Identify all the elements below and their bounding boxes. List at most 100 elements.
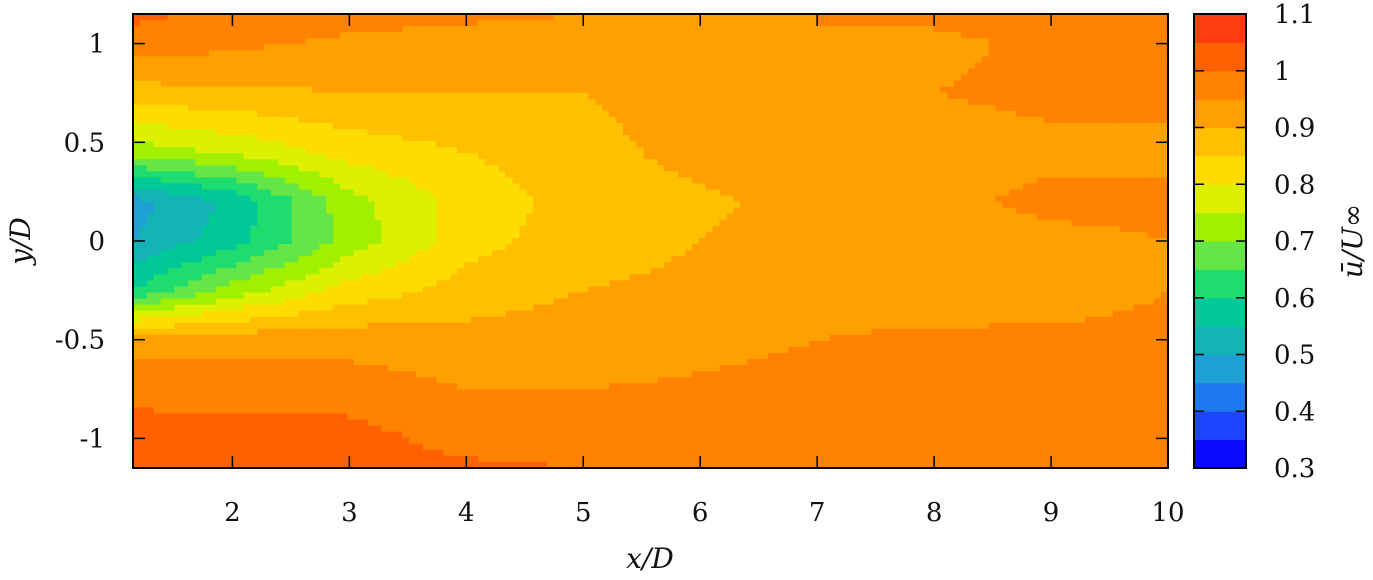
contour-cell [284, 237, 293, 245]
contour-cell [388, 177, 396, 185]
contour-cell [567, 201, 576, 209]
contour-cell [478, 250, 486, 257]
contour-cell [167, 86, 175, 94]
contour-cell [491, 322, 500, 330]
contour-cell [429, 298, 438, 306]
contour-cell [305, 92, 313, 100]
contour-cell [436, 195, 445, 203]
contour-cell [402, 50, 410, 57]
contour-cell [271, 153, 279, 160]
contour-cell [471, 377, 479, 384]
contour-cell [478, 304, 486, 312]
contour-cell [222, 225, 231, 233]
contour-cell [188, 377, 196, 384]
contour-cell [133, 244, 141, 251]
contour-cell [229, 195, 238, 203]
contour-cell [202, 413, 210, 421]
contour-cell [360, 340, 369, 348]
contour-cell [236, 413, 244, 421]
contour-cell [581, 225, 589, 233]
contour-cell [139, 298, 148, 306]
contour-cell [326, 407, 334, 415]
contour-cell [208, 413, 217, 421]
contour-cell [333, 395, 341, 403]
contour-cell [153, 92, 162, 100]
contour-cell [188, 346, 196, 354]
contour-cell [505, 237, 514, 245]
contour-cell [236, 38, 244, 45]
contour-cell [498, 183, 507, 191]
contour-cell [167, 122, 175, 130]
contour-cell [374, 322, 382, 330]
contour-cell [202, 443, 210, 451]
contour-cell [443, 292, 451, 300]
contour-cell [298, 371, 307, 378]
contour-cell [422, 74, 431, 82]
contour-cell [353, 425, 362, 433]
contour-cell [498, 237, 507, 245]
contour-cell [326, 455, 334, 463]
contour-cell [526, 419, 534, 427]
contour-cell [415, 207, 424, 215]
contour-cell [195, 141, 203, 148]
contour-cell [574, 32, 583, 39]
contour-cell [188, 207, 196, 215]
contour-cell [450, 237, 458, 245]
contour-cell [133, 322, 141, 330]
contour-cell [243, 44, 251, 51]
contour-cell [215, 122, 224, 130]
contour-cell [498, 56, 507, 64]
contour-cell [291, 68, 300, 76]
contour-cell [581, 177, 589, 185]
contour-cell [471, 425, 479, 433]
contour-cell [457, 352, 465, 360]
contour-cell [450, 419, 458, 427]
contour-cell [526, 395, 534, 403]
contour-cell [505, 189, 514, 197]
contour-cell [533, 50, 541, 57]
contour-cell [450, 135, 458, 142]
contour-cell [547, 201, 555, 209]
contour-cell [505, 443, 514, 451]
contour-cell [478, 322, 486, 330]
contour-cell [215, 461, 224, 468]
contour-cell [195, 371, 203, 378]
contour-cell [574, 20, 583, 27]
contour-cell [547, 171, 555, 179]
contour-cell [360, 268, 369, 275]
contour-cell [526, 171, 534, 179]
contour-cell [581, 26, 589, 33]
contour-cell [340, 431, 348, 439]
contour-cell [567, 14, 576, 21]
contour-cell [174, 328, 182, 336]
contour-cell [298, 377, 307, 384]
contour-cell [181, 32, 189, 39]
contour-cell [574, 395, 583, 403]
contour-cell [436, 250, 445, 257]
contour-cell [388, 68, 396, 76]
contour-cell [340, 207, 348, 215]
contour-cell [353, 304, 362, 312]
contour-cell [167, 334, 175, 342]
contour-cell [264, 286, 272, 294]
contour-cell [402, 268, 410, 275]
contour-cell [174, 449, 182, 457]
contour-cell [450, 122, 458, 130]
contour-cell [208, 26, 217, 33]
contour-cell [160, 334, 169, 342]
contour-cell [167, 286, 175, 294]
contour-cell [229, 443, 238, 451]
contour-cell [326, 304, 334, 312]
contour-cell [353, 201, 362, 209]
contour-cell [415, 195, 424, 203]
contour-cell [471, 365, 479, 372]
contour-cell [526, 334, 534, 342]
contour-cell [312, 407, 320, 415]
contour-cell [498, 62, 507, 70]
contour-cell [540, 377, 548, 384]
contour-cell [360, 346, 369, 354]
contour-cell [236, 383, 244, 390]
contour-cell [222, 50, 231, 57]
contour-cell [160, 62, 169, 70]
contour-cell [277, 165, 286, 172]
